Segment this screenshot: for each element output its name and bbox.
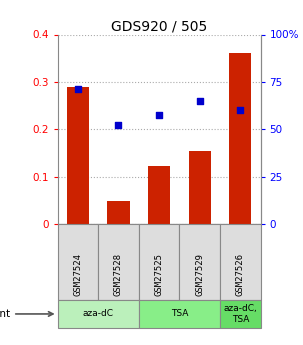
- Bar: [67, 87, 89, 224]
- Point: [116, 122, 121, 127]
- Text: GSM27524: GSM27524: [73, 253, 82, 296]
- Bar: [107, 200, 130, 224]
- Bar: [220, 224, 261, 300]
- Text: TSA: TSA: [171, 309, 188, 318]
- Bar: [188, 151, 211, 224]
- Bar: [220, 300, 261, 328]
- Bar: [179, 224, 220, 300]
- Point: [75, 86, 80, 91]
- Text: GSM27526: GSM27526: [236, 253, 245, 296]
- Text: GSM27528: GSM27528: [114, 253, 123, 296]
- Bar: [229, 53, 251, 224]
- Bar: [58, 300, 139, 328]
- Title: GDS920 / 505: GDS920 / 505: [111, 19, 207, 33]
- Text: aza-dC,
TSA: aza-dC, TSA: [223, 304, 257, 324]
- Text: GSM27529: GSM27529: [195, 253, 204, 296]
- Point: [157, 112, 161, 118]
- Text: aza-dC: aza-dC: [83, 309, 114, 318]
- Bar: [148, 166, 170, 224]
- Bar: [139, 300, 220, 328]
- Bar: [139, 224, 179, 300]
- Point: [197, 98, 202, 104]
- Point: [238, 108, 243, 113]
- Text: GSM27525: GSM27525: [155, 253, 164, 296]
- Bar: [98, 224, 139, 300]
- Bar: [58, 224, 98, 300]
- Text: agent: agent: [0, 309, 11, 319]
